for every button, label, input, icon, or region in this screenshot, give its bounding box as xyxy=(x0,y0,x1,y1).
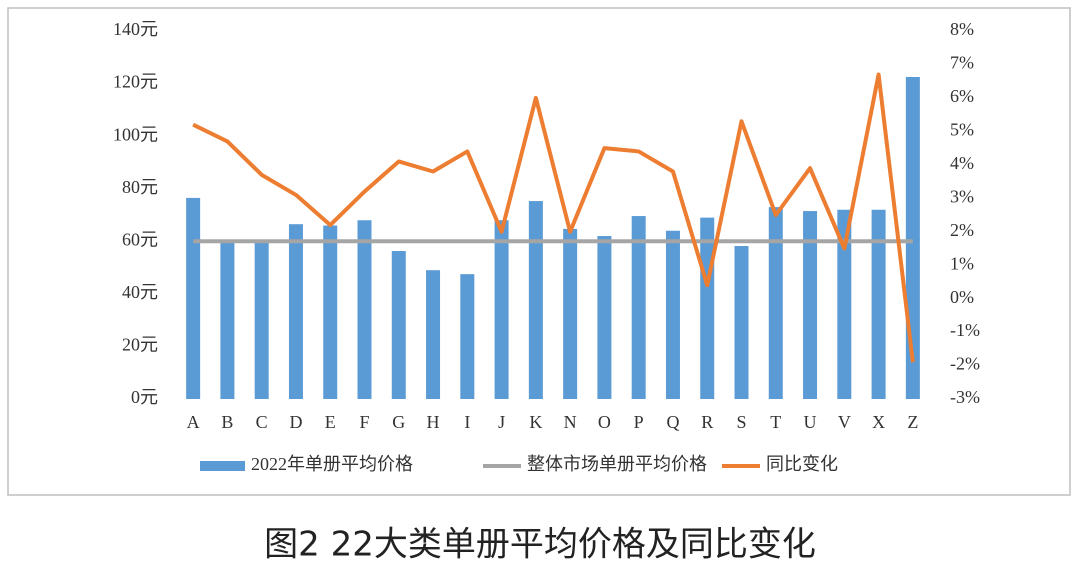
legend-label: 整体市场单册平均价格 xyxy=(527,454,707,474)
y2-tick-label: 8% xyxy=(950,19,974,39)
x-tick-label: A xyxy=(187,412,200,432)
y2-tick-label: 7% xyxy=(950,53,974,73)
y-tick-label: 0元 xyxy=(131,387,158,407)
bar xyxy=(700,217,715,399)
bar xyxy=(597,236,612,399)
x-tick-label: N xyxy=(564,412,577,432)
y2-tick-label: 4% xyxy=(950,153,974,173)
y-tick-label: 140元 xyxy=(113,19,158,39)
x-tick-label: V xyxy=(838,412,851,432)
x-tick-label: H xyxy=(427,412,440,432)
bar xyxy=(426,270,441,399)
bar xyxy=(665,230,680,399)
y-tick-label: 40元 xyxy=(122,282,158,302)
bar xyxy=(220,242,235,399)
x-tick-label: S xyxy=(736,412,746,432)
x-tick-label: O xyxy=(598,412,611,432)
y2-tick-label: 3% xyxy=(950,186,974,206)
bar xyxy=(288,224,303,399)
y-tick-label: 60元 xyxy=(122,229,158,249)
bar xyxy=(768,207,783,399)
y-tick-label: 100元 xyxy=(113,124,158,144)
bar xyxy=(563,228,578,399)
x-tick-label: B xyxy=(221,412,233,432)
bar xyxy=(837,209,852,399)
bar xyxy=(323,225,338,399)
x-tick-label: Z xyxy=(907,412,918,432)
x-tick-label: T xyxy=(770,412,781,432)
y2-tick-label: -3% xyxy=(950,387,980,407)
x-tick-label: R xyxy=(701,412,713,432)
bar xyxy=(460,274,475,399)
bar xyxy=(494,220,509,399)
bar xyxy=(871,209,886,399)
line-series xyxy=(192,72,915,363)
x-tick-label: F xyxy=(359,412,369,432)
y2-tick-label: -2% xyxy=(950,354,980,374)
bar xyxy=(734,246,749,399)
bar xyxy=(357,220,372,399)
x-tick-label: C xyxy=(256,412,268,432)
x-tick-label: D xyxy=(289,412,302,432)
x-tick-label: K xyxy=(529,412,542,432)
x-tick-label: G xyxy=(392,412,405,432)
y-tick-label: 80元 xyxy=(122,177,158,197)
bar xyxy=(631,216,646,399)
x-tick-label: U xyxy=(804,412,817,432)
bar xyxy=(254,242,269,399)
legend-label: 同比变化 xyxy=(766,454,838,474)
legend-label: 2022年单册平均价格 xyxy=(251,454,413,474)
x-tick-label: E xyxy=(325,412,336,432)
chart-title: 图2 22大类单册平均价格及同比变化 xyxy=(264,525,816,565)
x-tick-label: X xyxy=(872,412,885,432)
x-tick-label: Q xyxy=(666,412,679,432)
y2-tick-label: -1% xyxy=(950,320,980,340)
bar xyxy=(528,201,543,399)
x-tick-label: J xyxy=(498,412,505,432)
y-tick-label: 120元 xyxy=(113,72,158,92)
bar xyxy=(803,211,818,399)
y2-tick-label: 6% xyxy=(950,86,974,106)
bar xyxy=(391,251,406,399)
y2-tick-label: 1% xyxy=(950,253,974,273)
y2-tick-label: 5% xyxy=(950,119,974,139)
x-tick-label: P xyxy=(634,412,644,432)
y2-tick-label: 0% xyxy=(950,287,974,307)
bar xyxy=(186,197,201,399)
y-tick-label: 20元 xyxy=(122,335,158,355)
x-tick-label: I xyxy=(464,412,470,432)
y2-tick-label: 2% xyxy=(950,220,974,240)
legend-swatch xyxy=(200,461,245,471)
